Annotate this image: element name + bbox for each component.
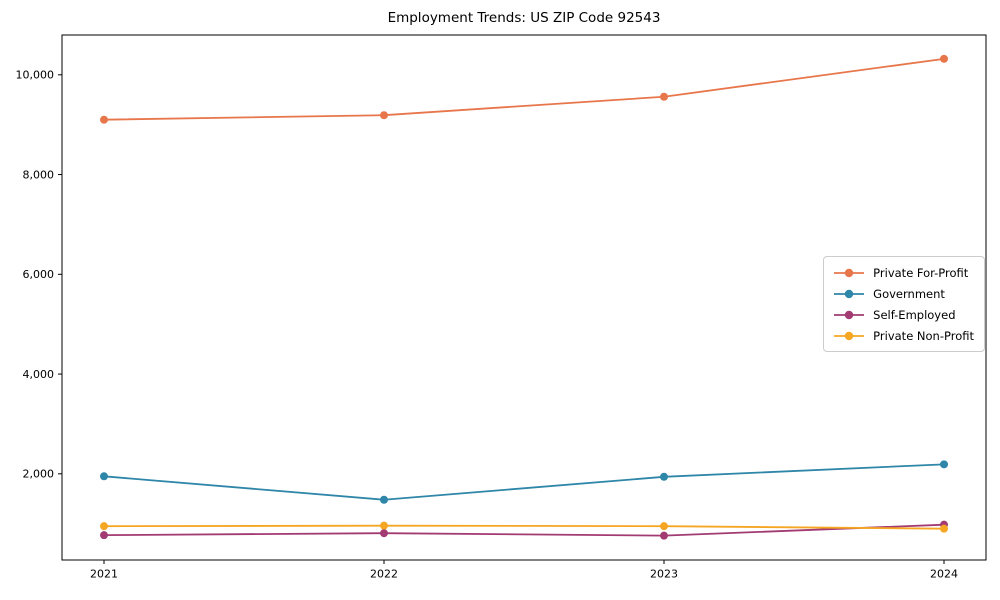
- data-point-government: [380, 495, 388, 504]
- legend-marker-icon: [834, 331, 865, 340]
- series-line-private-non-profit: [103, 524, 945, 530]
- data-point-private-non-profit: [380, 521, 388, 530]
- data-point-private-non-profit: [660, 522, 668, 531]
- series-line-self-employed: [103, 523, 945, 537]
- legend-item-private-non-profit: Private Non-Profit: [833, 327, 974, 344]
- series-line-government: [103, 463, 945, 501]
- y-tick-label: 2,000: [23, 468, 55, 481]
- data-point-private-for-profit: [380, 111, 388, 120]
- x-tick-label: 2023: [650, 568, 678, 581]
- data-point-government: [100, 472, 108, 481]
- data-point-private-non-profit: [940, 524, 948, 533]
- legend: Private For-Profit Government Self-Employe…: [823, 256, 985, 352]
- x-tick-label: 2021: [90, 568, 118, 581]
- data-point-government: [660, 472, 668, 481]
- y-tick-label: 10,000: [16, 69, 55, 82]
- legend-marker-icon: [834, 310, 865, 319]
- data-point-private-for-profit: [100, 115, 108, 124]
- data-point-self-employed: [380, 529, 388, 538]
- legend-label: Self-Employed: [873, 307, 956, 322]
- plot-frame: [61, 34, 987, 561]
- legend-label: Government: [873, 286, 945, 301]
- legend-label: Private Non-Profit: [873, 328, 974, 343]
- legend-item-private-for-profit: Private For-Profit: [833, 264, 974, 281]
- chart-title: Employment Trends: US ZIP Code 92543: [387, 10, 661, 26]
- data-point-self-employed: [100, 531, 108, 540]
- data-point-private-non-profit: [100, 522, 108, 531]
- data-point-private-for-profit: [660, 92, 668, 101]
- data-point-private-for-profit: [940, 54, 948, 63]
- legend-item-government: Government: [833, 285, 974, 302]
- x-tick-label: 2022: [370, 568, 398, 581]
- x-tick-label: 2024: [930, 568, 958, 581]
- y-tick-label: 8,000: [23, 168, 55, 181]
- series-line-private-for-profit: [103, 57, 945, 121]
- data-point-self-employed: [660, 531, 668, 540]
- y-tick-label: 6,000: [23, 268, 55, 281]
- legend-marker-icon: [834, 268, 865, 277]
- data-point-government: [940, 460, 948, 469]
- y-tick-label: 4,000: [23, 368, 55, 381]
- legend-marker-icon: [834, 289, 865, 298]
- legend-item-self-employed: Self-Employed: [833, 306, 974, 323]
- legend-label: Private For-Profit: [873, 265, 969, 280]
